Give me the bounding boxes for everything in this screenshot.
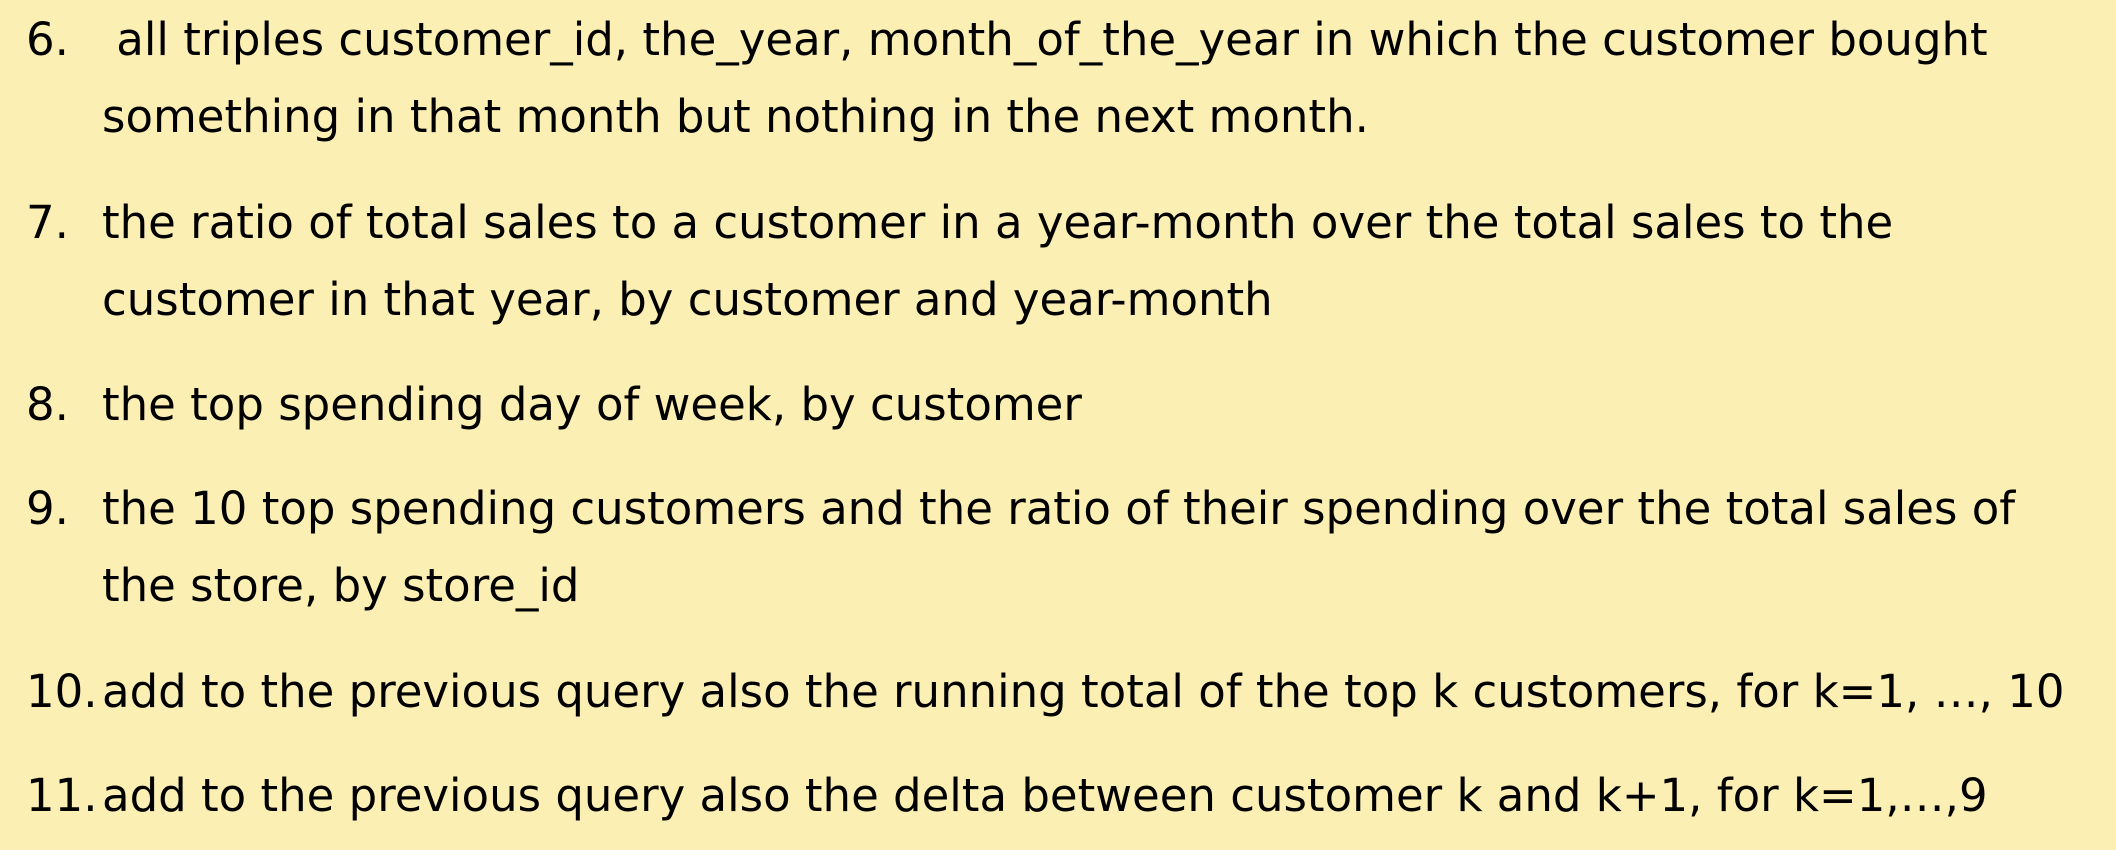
- item-text-line: something in that month but nothing in t…: [102, 90, 1369, 143]
- item-text-line: all triples customer_id, the_year, month…: [102, 13, 1988, 66]
- item-text-line: customer in that year, by customer and y…: [102, 273, 1273, 326]
- list-item: 11. add to the previous query also the d…: [26, 757, 2106, 834]
- item-text-line: the ratio of total sales to a customer i…: [102, 196, 1894, 249]
- item-number: 6.: [26, 13, 69, 66]
- item-number: 10.: [26, 665, 98, 718]
- list-item: 9. the 10 top spending customers and the…: [26, 470, 2106, 624]
- item-text: all triples customer_id, the_year, month…: [102, 1, 2106, 155]
- item-text: the top spending day of week, by custome…: [102, 366, 2106, 443]
- item-number: 8.: [26, 378, 69, 431]
- item-text-line: the 10 top spending customers and the ra…: [102, 482, 2016, 535]
- item-text: the 10 top spending customers and the ra…: [102, 470, 2106, 624]
- item-text-line: the store, by store_id: [102, 559, 580, 612]
- item-text-line: add to the previous query also the delta…: [102, 769, 1988, 822]
- item-number: 11.: [26, 769, 98, 822]
- list-item: 10. add to the previous query also the r…: [26, 653, 2106, 730]
- list-item: 8. the top spending day of week, by cust…: [26, 366, 2106, 443]
- item-number: 9.: [26, 482, 69, 535]
- item-number: 7.: [26, 196, 69, 249]
- item-text: the ratio of total sales to a customer i…: [102, 184, 2106, 338]
- item-text-line: the top spending day of week, by custome…: [102, 378, 1082, 431]
- item-text-line: add to the previous query also the runni…: [102, 665, 2065, 718]
- item-text: add to the previous query also the runni…: [102, 653, 2106, 730]
- list-item: 6. all triples customer_id, the_year, mo…: [26, 1, 2106, 155]
- item-text: add to the previous query also the delta…: [102, 757, 2106, 834]
- list-item: 7. the ratio of total sales to a custome…: [26, 184, 2106, 338]
